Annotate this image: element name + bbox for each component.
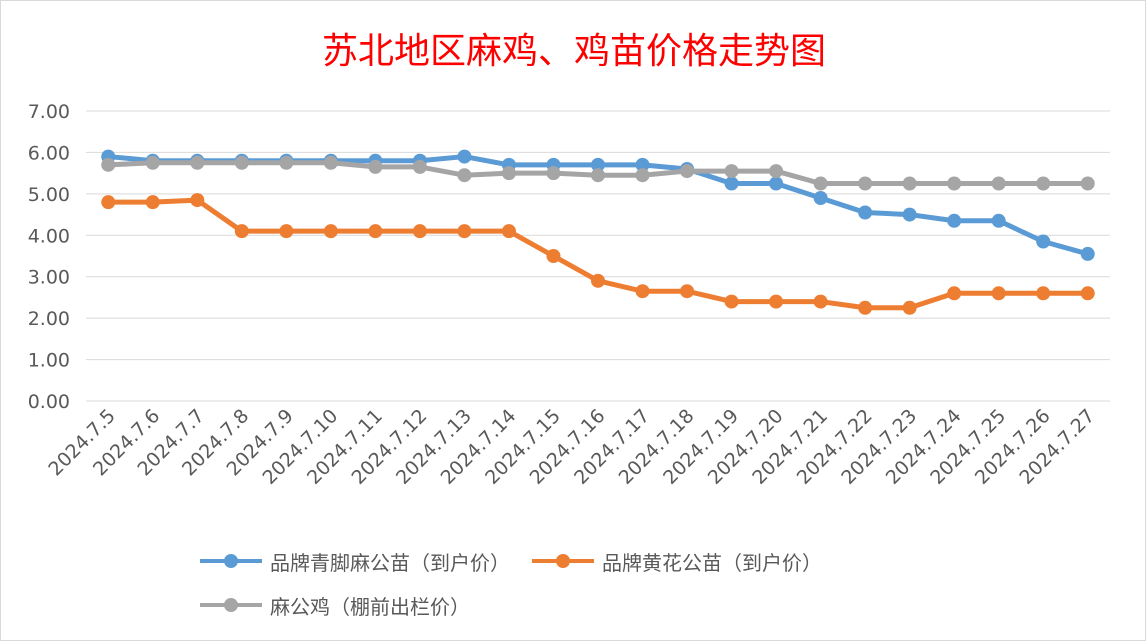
data-point (769, 176, 784, 191)
data-point (457, 149, 472, 164)
data-point (769, 164, 784, 179)
data-point (724, 294, 739, 309)
data-point (234, 224, 249, 239)
legend-label-s0: 品牌青脚麻公苗（到户价） (270, 550, 510, 575)
data-point (323, 224, 338, 239)
y-tick-label: 3.00 (28, 267, 70, 289)
data-point (858, 205, 873, 220)
data-point (724, 164, 739, 179)
y-tick-label: 0.00 (28, 391, 70, 413)
series-0 (101, 149, 1095, 261)
data-point (635, 157, 650, 172)
data-point (546, 166, 561, 181)
y-tick-label: 4.00 (28, 225, 70, 247)
data-point (591, 273, 605, 288)
legend-label-s1: 品牌黄花公苗（到户价） (602, 550, 822, 575)
data-point (947, 213, 962, 228)
line-chart: 0.00 1.00 2.00 3.00 4.00 5.00 6.00 7.00 2024.7.… (28, 101, 1110, 489)
data-point (145, 195, 160, 210)
data-point (368, 224, 383, 239)
data-point (279, 155, 294, 170)
data-point (680, 284, 695, 299)
data-point (813, 294, 828, 309)
data-point (190, 155, 205, 170)
data-point (1036, 234, 1051, 249)
data-point (1080, 246, 1095, 261)
data-point (1036, 176, 1051, 191)
data-point (1080, 286, 1095, 301)
data-point (145, 155, 160, 170)
series-2 (101, 155, 1095, 191)
data-point (591, 168, 605, 183)
data-point (902, 207, 917, 222)
data-point (323, 155, 338, 170)
data-point (813, 176, 828, 191)
data-point (591, 157, 605, 172)
data-point (724, 176, 739, 191)
data-point (234, 155, 249, 170)
y-tick-label: 6.00 (28, 142, 70, 164)
series-group (101, 149, 1095, 315)
y-tick-label: 2.00 (28, 308, 70, 330)
data-point (680, 164, 695, 179)
x-axis-ticks: 2024.7.52024.7.62024.7.72024.7.82024.7.9… (44, 405, 1099, 489)
data-point (635, 168, 650, 183)
data-point (991, 176, 1006, 191)
series-line (105, 197, 1091, 311)
data-point (813, 191, 828, 205)
data-point (368, 159, 383, 174)
data-point (902, 176, 917, 191)
legend-swatch-s2 (200, 595, 262, 615)
data-point (991, 213, 1006, 228)
data-point (1036, 286, 1051, 301)
legend-label-s2: 麻公鸡（棚前出栏价） (270, 594, 470, 619)
y-tick-label: 7.00 (28, 101, 70, 123)
y-tick-label: 1.00 (28, 350, 70, 372)
series-1 (101, 193, 1095, 315)
grid-lines (86, 110, 1110, 402)
data-point (501, 166, 516, 181)
legend: 品牌青脚麻公苗（到户价） 品牌黄花公苗（到户价） 麻公鸡（棚前出栏价） (200, 545, 1000, 633)
y-axis-ticks: 0.00 1.00 2.00 3.00 4.00 5.00 6.00 7.00 (28, 101, 70, 413)
legend-row-1: 品牌青脚麻公苗（到户价） 品牌黄花公苗（到户价） (200, 545, 1000, 577)
data-point (769, 294, 784, 309)
data-point (858, 300, 873, 315)
data-point (412, 224, 427, 239)
data-point (501, 224, 516, 239)
data-point (546, 249, 561, 263)
data-point (101, 157, 116, 172)
data-point (991, 286, 1006, 301)
legend-item-s0: 品牌青脚麻公苗（到户价） (200, 547, 510, 576)
data-point (190, 193, 205, 208)
data-point (457, 224, 472, 239)
legend-swatch-s1 (532, 551, 594, 571)
legend-swatch-s0 (200, 551, 262, 571)
y-tick-label: 5.00 (28, 184, 70, 206)
legend-row-2: 麻公鸡（棚前出栏价） (200, 589, 1000, 621)
legend-item-s2: 麻公鸡（棚前出栏价） (200, 591, 470, 620)
data-point (902, 300, 917, 315)
data-point (412, 159, 427, 174)
data-point (1080, 176, 1095, 191)
data-point (858, 176, 873, 191)
data-point (457, 168, 472, 183)
data-point (947, 286, 962, 301)
data-point (101, 195, 116, 210)
data-point (947, 176, 962, 191)
data-point (635, 284, 650, 299)
legend-item-s1: 品牌黄花公苗（到户价） (532, 547, 822, 576)
data-point (279, 224, 294, 239)
chart-title: 苏北地区麻鸡、鸡苗价格走势图 (321, 31, 826, 72)
